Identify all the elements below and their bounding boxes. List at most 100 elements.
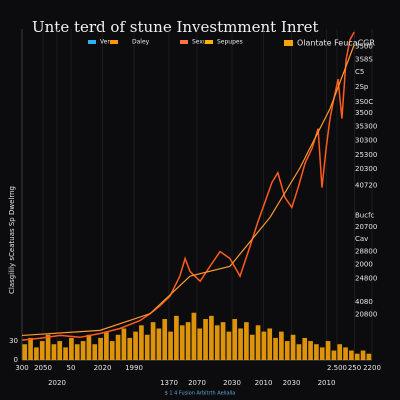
y2-tick-label: 20700 [355,223,377,231]
bar [261,331,267,360]
bar [109,341,115,360]
bar [92,344,98,360]
bar [179,325,185,360]
legend-label: Olantate FeucaCGR [297,39,375,48]
bar [220,322,226,360]
bar [168,331,173,360]
bar [238,328,243,360]
y2-tick-label: 2Sp [355,83,369,91]
x-tick-label: 2030 [223,379,241,387]
x-tick-label: 2200 [363,364,381,372]
caption: $ 1 4 Fusion Arbitrth Aelialla [165,391,236,397]
x-tick-label: 2020 [48,379,66,387]
y-tick-label: 0 [14,356,18,364]
bar [331,350,337,360]
bar [98,337,103,360]
y2-tick-label: 28800 [355,248,377,256]
bar [255,325,261,360]
bar [28,337,33,360]
bar [115,334,121,360]
y2-tick-label: 20300 [355,165,377,173]
bar [337,344,343,360]
bar [133,331,138,360]
bar [22,344,28,360]
legend-label: Sexus [192,39,210,46]
bar [360,350,366,360]
y2-tick-label: 3S8S [355,56,373,64]
x-tick-label: 50 [67,364,76,372]
x-tick-label: 2010 [318,379,336,387]
y2-tick-label: 3S0C [355,98,373,106]
bar [34,347,39,360]
bar [319,347,325,360]
bar [203,319,208,360]
legend-swatch [180,40,188,44]
y2-tick-label: 40720 [355,182,377,190]
x-tick-label: 2070 [188,379,206,387]
bar [144,334,150,360]
y2-tick-label: 2000 [355,260,373,268]
legend-label: Daley [132,39,150,46]
bar [74,344,80,360]
bar [226,331,232,360]
x-tick-label: 2020 [94,364,112,372]
bar [127,337,133,360]
bar [191,312,197,360]
bar [267,328,273,360]
y2-tick-label: 3500 [355,109,373,117]
bar [197,328,203,360]
y2-tick-label: 20800 [355,311,377,319]
bar [366,353,372,360]
bar [63,347,68,360]
bar [121,328,127,360]
bar [308,341,313,360]
y2-tick-label: Bucfc [355,211,375,219]
x-tick-label: 1370 [160,379,178,387]
bar [296,344,302,360]
bar [51,344,57,360]
bar [69,337,74,360]
line-series [21,31,355,341]
bar [104,331,109,360]
legend-swatch [284,40,293,46]
bar [214,325,220,360]
chart-title: Unte terd of stune Investmment Inret [32,18,319,36]
bar [284,341,290,360]
bar [325,341,331,360]
bar [209,315,214,360]
bar [156,328,162,360]
bar [302,337,308,360]
y2-tick-label: 30300 [355,136,377,144]
bar [343,347,348,360]
x-tick-label: 2030 [283,379,301,387]
bar [39,341,45,360]
bar [45,334,51,360]
y2-tick-label: 35300 [355,122,377,130]
bar [232,319,238,360]
bar [354,353,360,360]
x-tick-label: 2050 [34,364,52,372]
bar [244,322,249,360]
bar [314,344,319,360]
x-tick-label: 2.500 [327,364,347,372]
y2-tick-label: 3500 [355,43,373,51]
legend-label: Sepupes [217,39,243,46]
y2-tick-label: 25300 [355,151,377,159]
bar [273,337,278,360]
y2-tick-label: C5 [355,68,364,76]
legend-swatch [88,40,96,44]
bar [185,322,191,360]
bar [162,319,168,360]
y-axis-label: Clasgilily sCeatuas Sp Dwelrng [8,186,16,294]
bar [174,315,179,360]
bar [249,334,255,360]
y-tick-label: 30 [9,337,18,345]
bar [290,334,296,360]
legend-label: Venus [100,39,118,46]
bar [279,331,284,360]
legend-swatch [110,40,118,44]
y2-tick-label: 4080 [355,298,373,306]
y2-tick-label: Cav [355,235,368,243]
bar [139,325,144,360]
